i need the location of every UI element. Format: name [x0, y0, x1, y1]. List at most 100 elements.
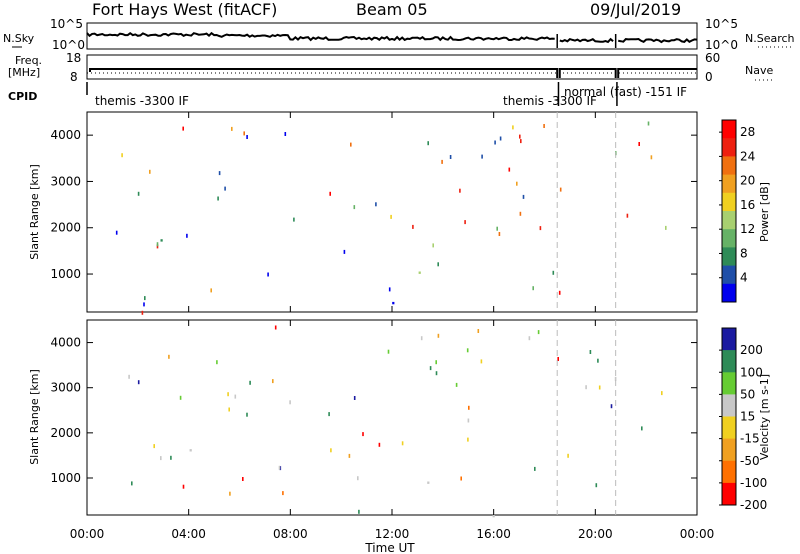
cpid-mode-label: normal (fast) -151 IF	[564, 85, 687, 99]
colorbar-segment	[722, 394, 736, 417]
heatmap-cell	[274, 325, 277, 330]
heatmap-cell	[492, 514, 495, 518]
heatmap-cell	[559, 187, 562, 192]
colorbar-segment	[722, 174, 736, 194]
heatmap-cell	[234, 394, 237, 399]
heatmap-cell	[228, 407, 230, 412]
heatmap-cell	[435, 371, 438, 376]
heatmap-cell	[589, 350, 592, 354]
colorbar-segment	[722, 283, 736, 303]
heatmap-cell	[494, 140, 496, 145]
date-label: 09/Jul/2019	[590, 0, 681, 19]
heatmap-cell	[539, 226, 542, 231]
colorbar-segment	[722, 211, 736, 230]
heatmap-cell	[392, 301, 395, 305]
nsky-panel-frame	[86, 22, 698, 50]
heatmap-cell	[537, 330, 540, 335]
heatmap-cell	[585, 385, 587, 390]
colorbar-tick-label: -100	[740, 476, 767, 490]
heatmap-cell	[498, 232, 501, 236]
heatmap-cell	[179, 395, 182, 400]
heatmap-cell	[459, 188, 461, 193]
heatmap-cell	[330, 448, 332, 453]
nsky-tick-bottom: 10^0	[52, 38, 85, 52]
colorbar-tick-label: 50	[740, 387, 755, 401]
y-tick-label: 4000	[50, 128, 81, 142]
colorbar-segment	[722, 372, 736, 395]
heatmap-cell	[467, 418, 470, 423]
freq-label: Freq.	[15, 54, 42, 67]
y-tick-label: 2000	[50, 221, 81, 235]
heatmap-cell	[388, 287, 391, 292]
colorbar-segment	[722, 265, 736, 285]
heatmap-cell	[350, 142, 352, 147]
time-axis-label: Time UT	[364, 541, 415, 554]
heatmap-cell	[168, 354, 170, 359]
y-tick-label: 1000	[50, 267, 81, 281]
colorbar-segment	[722, 229, 736, 248]
heatmap-cell	[464, 220, 466, 225]
heatmap-cell	[387, 349, 390, 354]
cpid-mode-label: themis -3300 IF	[503, 94, 597, 108]
heatmap-cell	[534, 466, 536, 471]
heatmap-cell	[227, 392, 229, 397]
colorbar-tick-label: 100	[740, 365, 763, 379]
heatmap-cell	[557, 357, 559, 361]
heatmap-cell	[614, 376, 617, 381]
heatmap-cell	[353, 396, 356, 400]
freq-panel-frame	[86, 54, 698, 80]
colorbar-segment	[722, 138, 736, 157]
heatmap-cell	[160, 239, 163, 242]
power-heatmap	[115, 112, 667, 315]
heatmap-cell	[441, 159, 443, 164]
time-tick-label: 16:00	[476, 527, 511, 541]
heatmap-cell	[412, 224, 414, 229]
heatmap-cell	[284, 132, 287, 136]
colorbar-tick-label: 8	[740, 246, 748, 260]
nsky-line	[86, 31, 698, 44]
heatmap-cell	[650, 155, 653, 160]
heatmap-cell	[512, 125, 514, 130]
beam-label: Beam 05	[356, 0, 428, 19]
cpid-label: CPID	[8, 90, 37, 103]
freq-tick-bottom: 8	[70, 70, 78, 84]
heatmap-cell	[420, 336, 423, 341]
power-ylabel: Slant Range [km]	[28, 164, 41, 260]
heatmap-cell	[429, 366, 432, 371]
nsearch-tick-bottom: 10^0	[705, 38, 738, 52]
colorbar-tick-label: 20	[740, 174, 755, 188]
colorbar-segment	[722, 192, 736, 212]
colorbar-segment	[722, 416, 736, 440]
y-tick-label: 2000	[50, 426, 81, 440]
heatmap-cell	[189, 449, 192, 452]
heatmap-cell	[246, 135, 248, 139]
heatmap-cell	[401, 441, 404, 446]
heatmap-cell	[638, 142, 640, 146]
heatmap-cell	[267, 272, 269, 277]
heatmap-cell	[665, 225, 667, 230]
time-tick-label: 12:00	[375, 527, 410, 541]
freq-tick-top: 18	[66, 51, 81, 65]
colorbar-tick-label: 16	[740, 198, 755, 212]
heatmap-cell	[358, 509, 360, 514]
heatmap-cell	[160, 456, 162, 461]
heatmap-cell	[278, 465, 281, 470]
colorbar-tick-label: 15	[740, 410, 755, 424]
time-axis: 00:00 04:00 08:00 12:00 16:00 20:00 00:00	[70, 527, 715, 541]
colorbar-frame	[721, 119, 737, 303]
heatmap-cell	[329, 191, 331, 196]
nsky-label: N.Sky	[3, 32, 35, 45]
heatmap-cell	[115, 230, 118, 235]
nsearch-tick-top: 10^5	[705, 17, 738, 31]
heatmap-cell	[272, 379, 274, 384]
heatmap-cell	[520, 139, 522, 144]
heatmap-cell	[153, 444, 155, 449]
colorbar-tick-label: 12	[740, 222, 755, 236]
time-tick-label: 20:00	[578, 527, 613, 541]
heatmap-cell	[137, 191, 140, 196]
colorbar-segment	[722, 328, 736, 351]
heatmap-cell	[418, 271, 421, 274]
heatmap-cell	[293, 217, 295, 222]
heatmap-cell	[499, 136, 502, 141]
time-tick-label: 04:00	[171, 527, 206, 541]
